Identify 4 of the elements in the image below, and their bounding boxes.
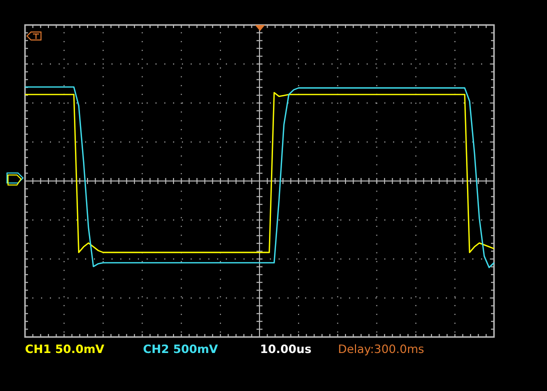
text: CH2 500mV <box>143 342 218 356</box>
text: Delay:300.0ms <box>338 342 424 356</box>
text: 10.00us <box>260 342 312 356</box>
text: CH1 50.0mV <box>25 342 104 356</box>
